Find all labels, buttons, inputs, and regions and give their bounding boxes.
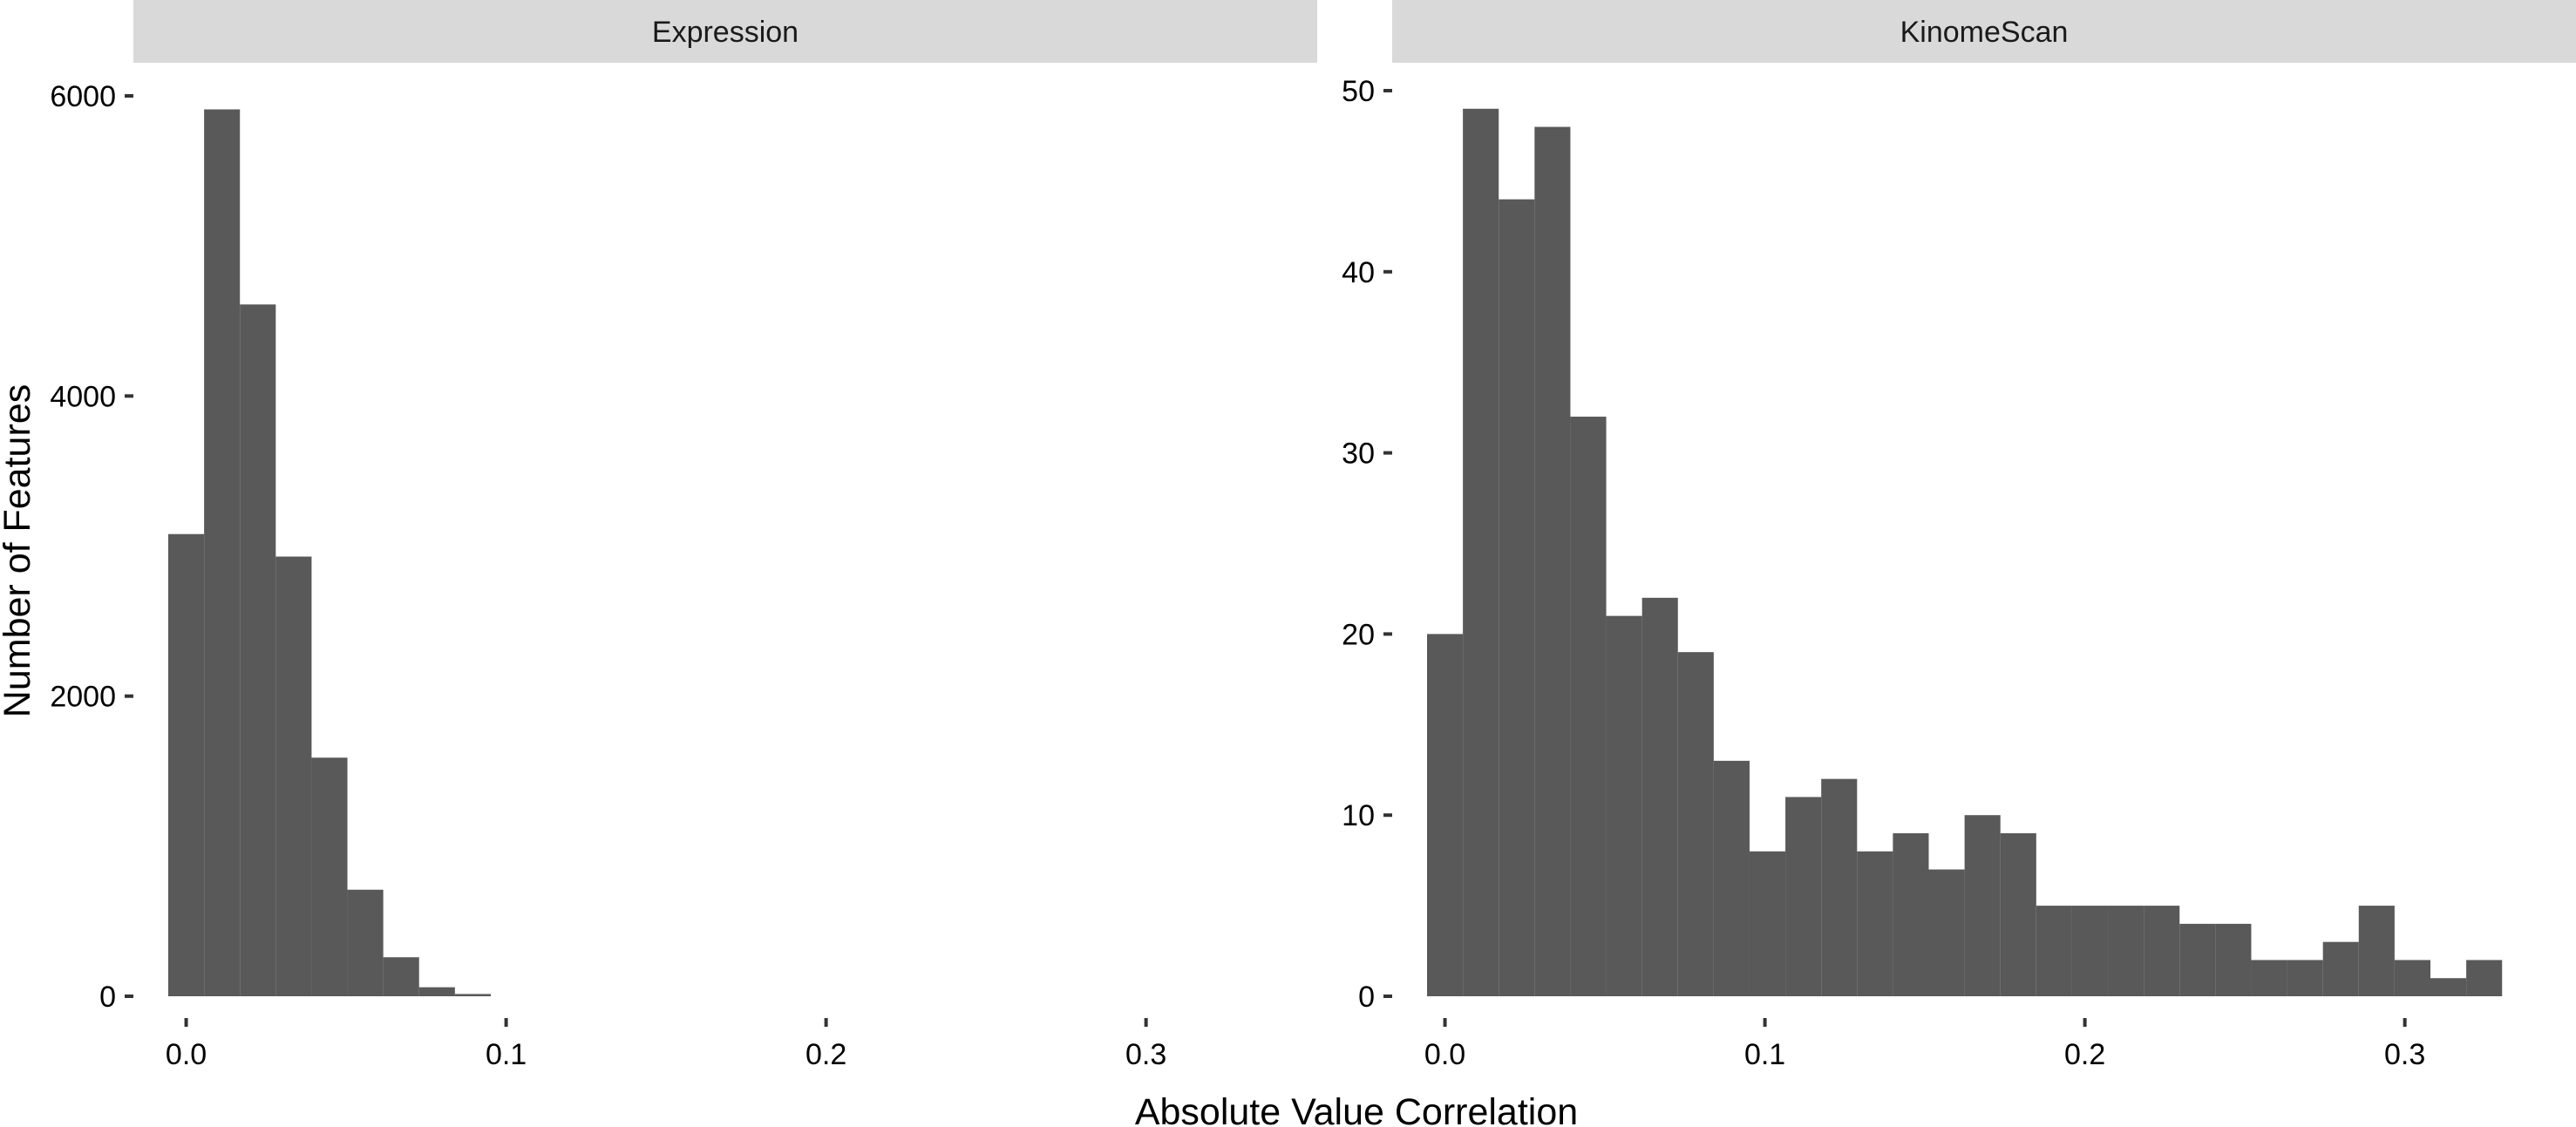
y-tick-label: 30 bbox=[1342, 438, 1375, 471]
x-tick-label: 0.1 bbox=[486, 1038, 527, 1071]
histogram-bar bbox=[2144, 906, 2180, 996]
histogram-bar bbox=[2215, 923, 2252, 996]
histogram-bar bbox=[2466, 960, 2503, 996]
histogram-bar bbox=[2322, 941, 2359, 996]
histogram-bar bbox=[1857, 851, 1893, 996]
x-tick-label: 0.3 bbox=[2384, 1038, 2425, 1071]
y-tick-label: 40 bbox=[1342, 256, 1375, 289]
histogram-bar bbox=[2108, 906, 2144, 996]
x-axis-title: Absolute Value Correlation bbox=[1135, 1091, 1578, 1127]
histogram-bar bbox=[2394, 960, 2431, 996]
histogram-bar bbox=[383, 957, 419, 996]
y-tick-label: 0 bbox=[1358, 981, 1375, 1014]
histogram-bar bbox=[2000, 832, 2036, 996]
histogram-bar bbox=[1570, 417, 1607, 996]
x-tick-label: 0.2 bbox=[2064, 1038, 2105, 1071]
histogram-bar bbox=[418, 987, 455, 996]
histogram-bar bbox=[311, 757, 348, 996]
panel-strip-label: Expression bbox=[652, 16, 799, 49]
panel-strip-label: KinomeScan bbox=[1900, 16, 2069, 49]
histogram-bar bbox=[168, 533, 205, 996]
histogram-bar bbox=[2287, 960, 2323, 996]
histogram-bar bbox=[1749, 851, 1786, 996]
y-tick-label: 2000 bbox=[50, 681, 116, 714]
histogram-bar bbox=[1499, 199, 1535, 996]
histogram-bar bbox=[1928, 869, 1965, 996]
x-tick-label: 0.0 bbox=[166, 1038, 207, 1071]
histogram-bar bbox=[2179, 923, 2216, 996]
histogram-bar bbox=[2036, 906, 2072, 996]
panel-strip bbox=[133, 0, 1317, 63]
histogram-bar bbox=[1821, 778, 1858, 996]
x-tick-label: 0.0 bbox=[1424, 1038, 1465, 1071]
histogram-bar bbox=[2358, 906, 2395, 996]
histogram-bar bbox=[240, 304, 276, 997]
histogram-bar bbox=[1463, 108, 1499, 996]
x-tick-label: 0.3 bbox=[1125, 1038, 1166, 1071]
histogram-bar bbox=[1677, 652, 1714, 996]
y-tick-label: 6000 bbox=[50, 80, 116, 113]
y-tick-label: 4000 bbox=[50, 380, 116, 413]
histogram-bar bbox=[1713, 760, 1750, 996]
histogram-bar bbox=[204, 109, 241, 997]
histogram-bar bbox=[1606, 615, 1642, 996]
histogram-bar bbox=[1427, 634, 1464, 996]
y-tick-label: 10 bbox=[1342, 799, 1375, 832]
histogram-bar bbox=[1893, 832, 1929, 996]
histogram-bar bbox=[275, 556, 312, 996]
y-tick-label: 0 bbox=[99, 981, 116, 1014]
histogram-bar bbox=[1785, 797, 1822, 996]
y-tick-label: 50 bbox=[1342, 75, 1375, 108]
histogram-bar bbox=[1534, 126, 1571, 996]
y-axis-title: Number of Features bbox=[0, 384, 38, 717]
x-tick-label: 0.1 bbox=[1744, 1038, 1785, 1071]
histogram-bar bbox=[2251, 960, 2287, 996]
panel-strip bbox=[1392, 0, 2576, 63]
histogram-bar bbox=[2071, 906, 2109, 996]
y-tick-label: 20 bbox=[1342, 618, 1375, 651]
x-tick-label: 0.2 bbox=[805, 1038, 846, 1071]
histogram-bar bbox=[347, 889, 384, 996]
histogram-bar bbox=[1964, 815, 2001, 996]
histogram-bar bbox=[1641, 597, 1678, 996]
histogram-bar bbox=[2430, 978, 2467, 996]
histogram-bar bbox=[454, 994, 491, 996]
